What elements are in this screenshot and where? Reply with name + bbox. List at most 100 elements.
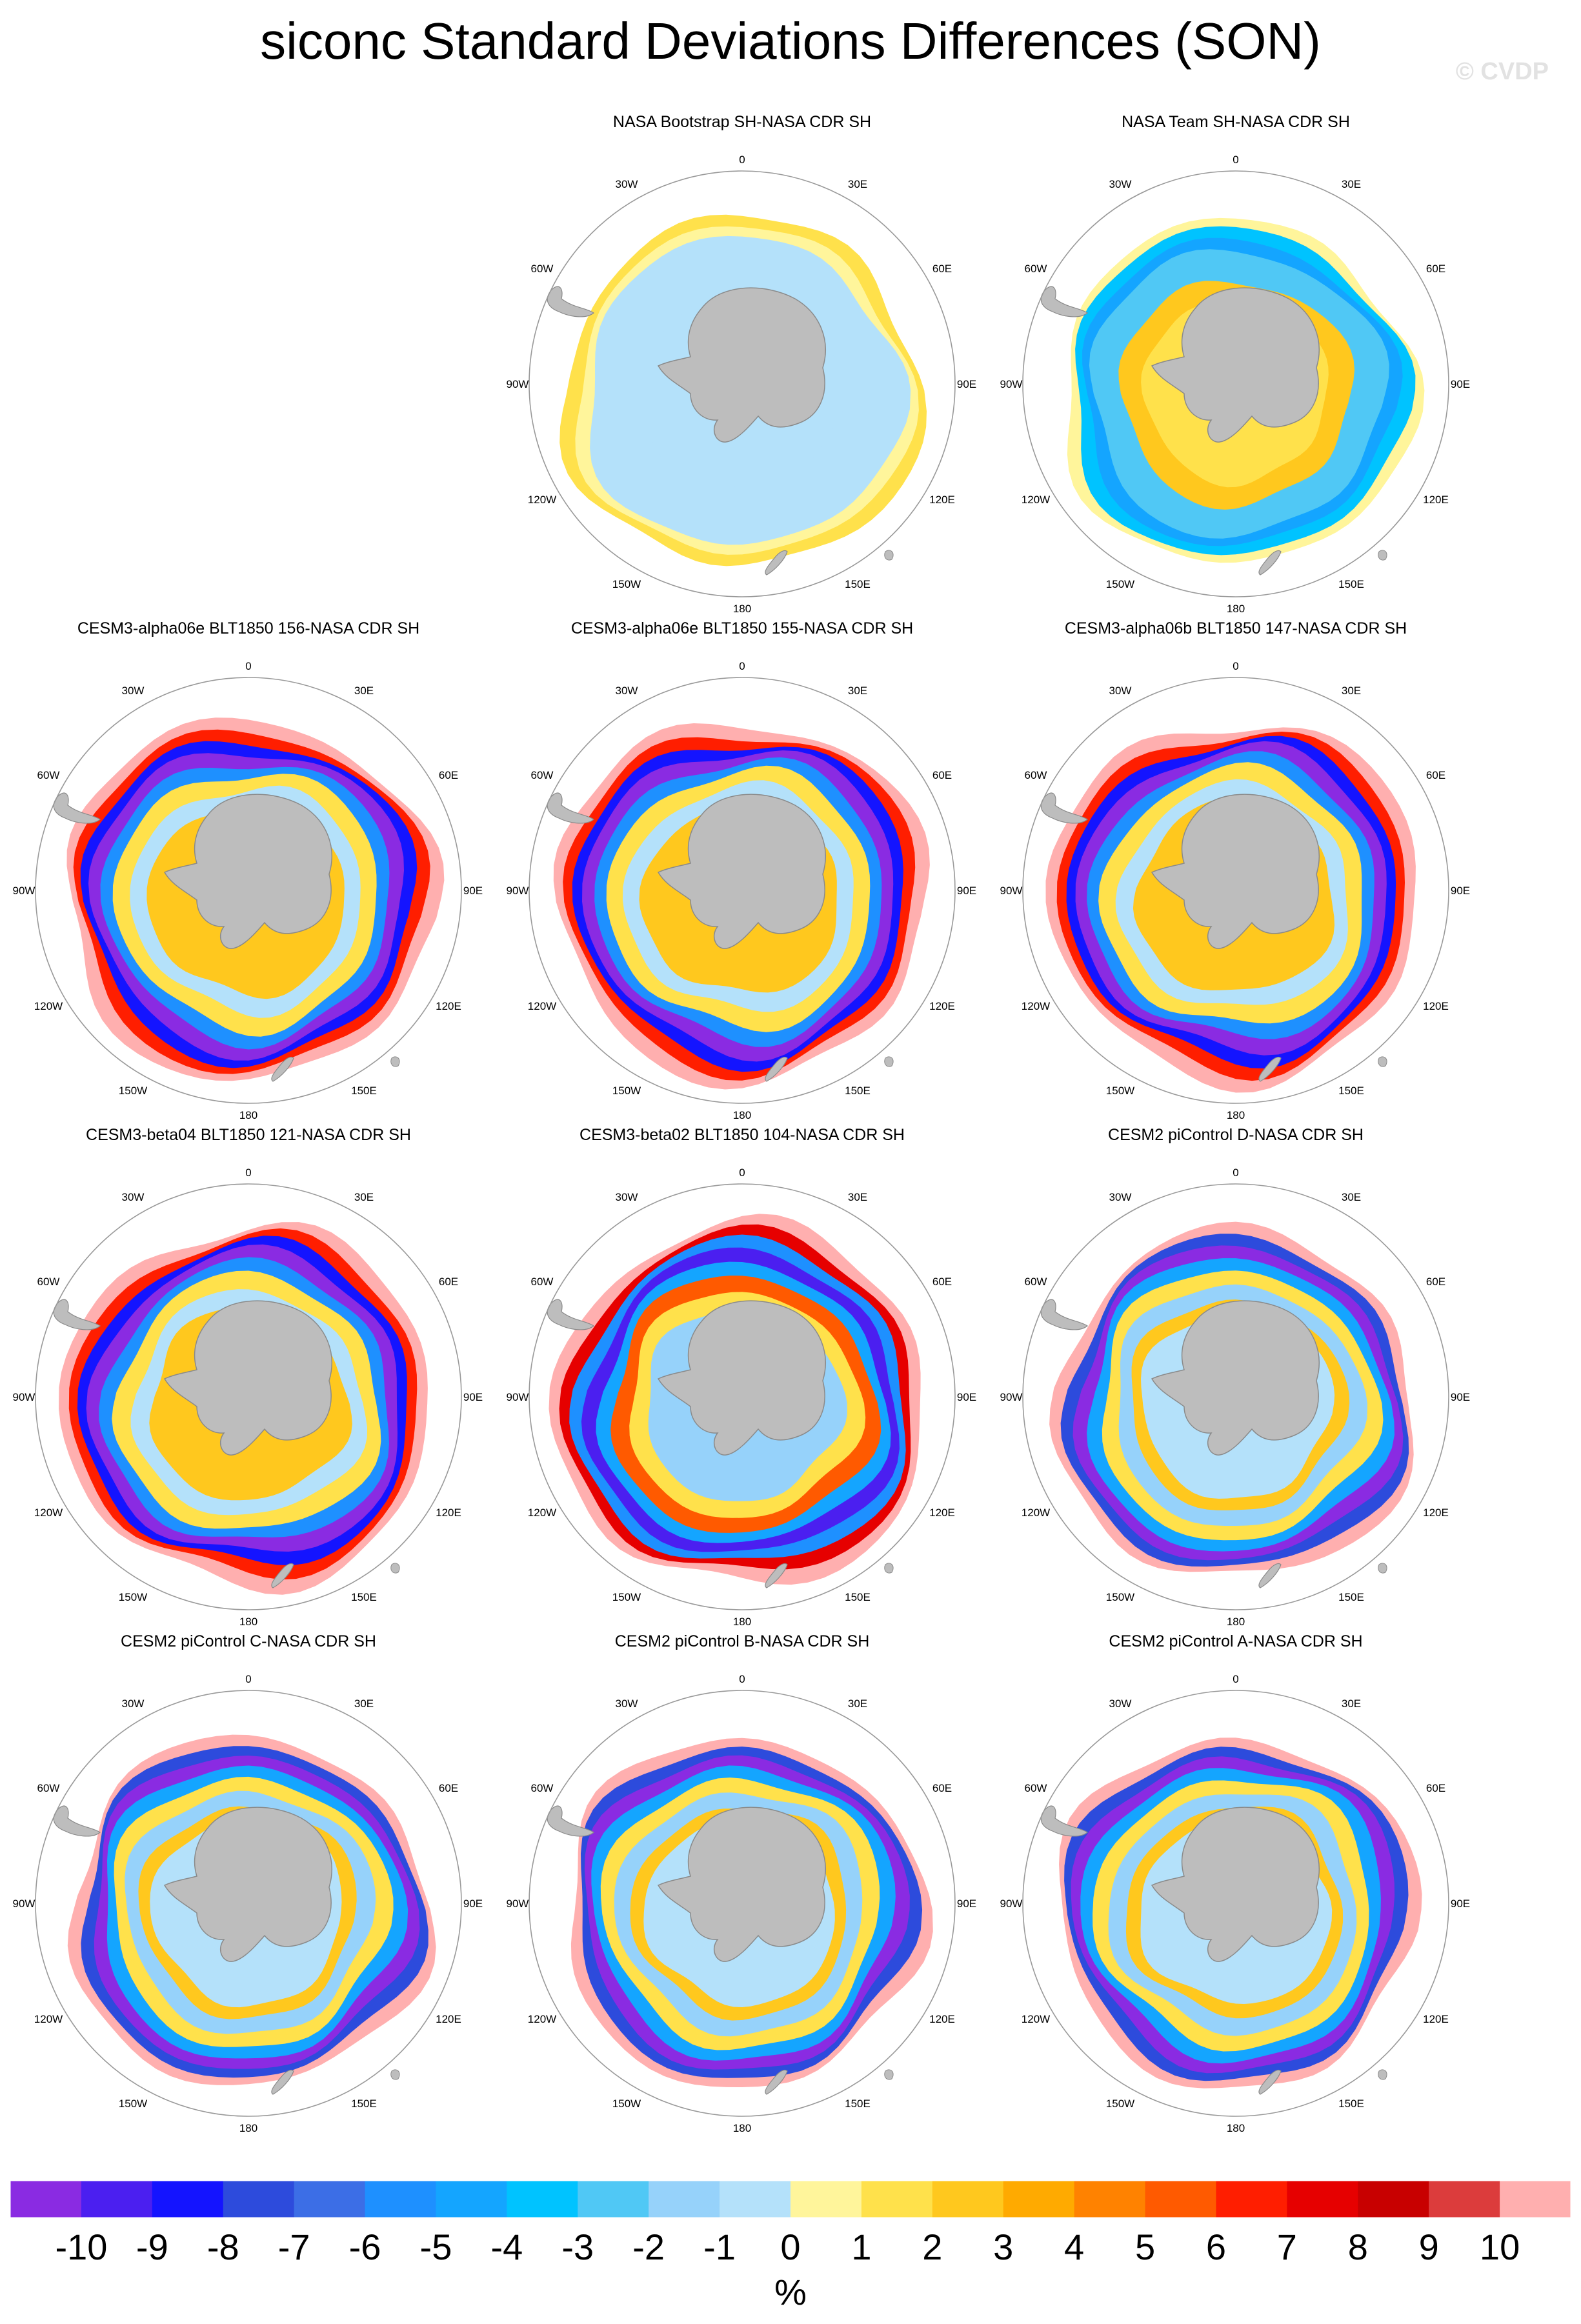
polar-map: 0 30E 60E 90E 120E 150E 180 150W 120W 90W 60W 30W [507, 154, 977, 615]
map-outline [35, 1183, 462, 1610]
longitude-label: 60W [531, 769, 554, 781]
longitude-label: 60W [1025, 263, 1047, 275]
longitude-label: 90W [1000, 1898, 1023, 1910]
longitude-label: 150E [1338, 1591, 1364, 1603]
longitude-label: 120E [1423, 1507, 1449, 1519]
colorbar-swatch [1429, 2181, 1500, 2218]
longitude-label: 150E [351, 2098, 377, 2110]
longitude-label: 120E [1423, 1000, 1449, 1012]
colorbar-swatch [81, 2181, 153, 2218]
longitude-label: 180 [733, 2122, 751, 2134]
longitude-label: 150W [612, 2098, 641, 2110]
antarctica-landmass [1151, 287, 1320, 443]
longitude-label: 150W [1106, 2098, 1134, 2110]
new-zealand-landmass [271, 2069, 294, 2095]
longitude-label: 30E [1342, 178, 1361, 190]
longitude-label: 180 [239, 1616, 257, 1628]
longitude-label: 150W [119, 1085, 147, 1097]
colorbar-tick-label: -5 [419, 2227, 452, 2267]
longitude-label: 0 [739, 1673, 745, 1685]
antarctica-landmass [657, 287, 826, 443]
colorbar-tick-label: -6 [348, 2227, 381, 2267]
new-zealand-landmass [1258, 2069, 1282, 2095]
colorbar-swatch [1358, 2181, 1429, 2218]
longitude-label: 90W [507, 1391, 529, 1403]
longitude-label: 30W [122, 685, 145, 697]
colorbar-swatch [932, 2181, 1004, 2218]
panel-title: CESM3-alpha06e BLT1850 155-NASA CDR SH [570, 619, 914, 637]
colorbar-swatch [720, 2181, 791, 2218]
colorbar-swatch [1216, 2181, 1287, 2218]
colorbar-tick-label: 8 [1347, 2227, 1368, 2267]
longitude-label: 150W [1106, 578, 1134, 590]
longitude-label: 30W [616, 1191, 638, 1203]
south-america-landmass [1040, 286, 1089, 317]
panel-title: NASA Team SH-NASA CDR SH [1122, 113, 1350, 131]
longitude-label: 60E [1426, 1276, 1445, 1288]
colorbar-tick-label: 7 [1276, 2227, 1297, 2267]
longitude-label: 30E [848, 178, 867, 190]
map-outline [1022, 170, 1449, 597]
polar-map: 0 30E 60E 90E 120E 150E 180 150W 120W 90W 60W 30W [507, 1673, 977, 2134]
new-zealand-landmass [271, 1056, 294, 1082]
new-zealand-landmass [1258, 1563, 1282, 1588]
polar-map: 0 30E 60E 90E 120E 150E 180 150W 120W 90W 60W 30W [13, 1167, 483, 1628]
colorbar-swatch [507, 2181, 578, 2218]
longitude-label: 0 [1233, 660, 1238, 672]
longitude-label: 30W [1109, 178, 1132, 190]
map-panel: CESM3-alpha06b BLT1850 147-NASA CDR SH 0 3… [991, 619, 1481, 1123]
longitude-label: 120E [436, 1000, 461, 1012]
colorbar-tick-label: 10 [1479, 2227, 1520, 2267]
longitude-label: 30W [122, 1191, 145, 1203]
longitude-label: 90E [463, 1391, 483, 1403]
longitude-label: 30E [1342, 685, 1361, 697]
colorbar-swatch [1287, 2181, 1358, 2218]
map-panel: NASA Team SH-NASA CDR SH 0 30E 60E 90E 120E 15… [991, 113, 1481, 616]
colorbar-swatch [294, 2181, 366, 2218]
longitude-label: 150E [351, 1085, 377, 1097]
longitude-label: 90W [13, 885, 35, 897]
tasmania-landmass [390, 2069, 400, 2080]
antarctica-landmass [163, 1807, 332, 1962]
map-outline [529, 677, 956, 1104]
longitude-label: 90W [13, 1391, 35, 1403]
colorbar-tick-label: 4 [1064, 2227, 1085, 2267]
antarctica-landmass [657, 794, 826, 949]
colorbar-swatch [152, 2181, 224, 2218]
new-zealand-landmass [765, 2069, 788, 2095]
panel-title: CESM3-beta02 BLT1850 104-NASA CDR SH [579, 1126, 905, 1144]
new-zealand-landmass [765, 550, 788, 576]
colorbar [10, 2181, 1571, 2218]
longitude-label: 60E [1426, 263, 1445, 275]
longitude-label: 120W [1022, 494, 1050, 506]
longitude-label: 60W [1025, 1782, 1047, 1794]
polar-map: 0 30E 60E 90E 120E 150E 180 150W 120W 90W 60W 30W [1000, 1673, 1471, 2134]
longitude-label: 30E [1342, 1698, 1361, 1710]
colorbar-tick-label: -3 [561, 2227, 594, 2267]
longitude-label: 30W [1109, 1698, 1132, 1710]
longitude-label: 120E [929, 1000, 955, 1012]
colorbar-swatch [1500, 2181, 1571, 2218]
tasmania-landmass [884, 1563, 894, 1574]
colorbar-tick-label: -10 [55, 2227, 108, 2267]
new-zealand-landmass [765, 1563, 788, 1588]
longitude-label: 60W [37, 769, 60, 781]
panel-title: CESM3-alpha06b BLT1850 147-NASA CDR SH [1064, 619, 1407, 637]
south-america-landmass [53, 1299, 101, 1330]
longitude-label: 60E [932, 769, 952, 781]
longitude-label: 150W [119, 2098, 147, 2110]
south-america-landmass [1040, 792, 1089, 824]
longitude-label: 180 [733, 1616, 751, 1628]
longitude-label: 90E [1451, 1898, 1470, 1910]
longitude-label: 60W [531, 1782, 554, 1794]
map-outline [1022, 1183, 1449, 1610]
panel-title: NASA Bootstrap SH-NASA CDR SH [612, 113, 872, 131]
figure-title: siconc Standard Deviations Differences (… [260, 12, 1321, 70]
longitude-label: 180 [1227, 1616, 1245, 1628]
longitude-label: 150E [1338, 1085, 1364, 1097]
longitude-label: 120W [528, 1000, 556, 1012]
panel-title: CESM2 piControl D-NASA CDR SH [1108, 1126, 1364, 1144]
longitude-label: 120W [1022, 1000, 1050, 1012]
longitude-label: 60W [37, 1276, 60, 1288]
antarctica-landmass [1151, 1807, 1320, 1962]
